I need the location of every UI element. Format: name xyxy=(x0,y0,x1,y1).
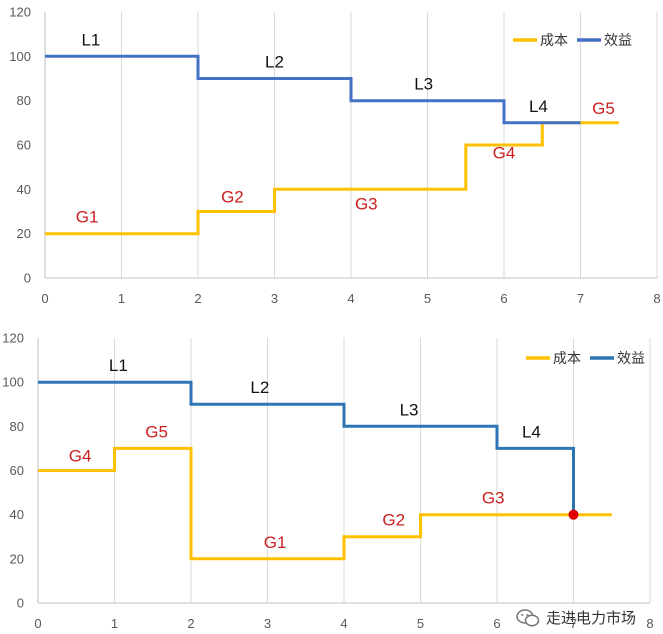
legend-label-cost: 成本 xyxy=(553,351,581,367)
y-tick-label: 20 xyxy=(17,226,31,241)
segment-label-l3: L3 xyxy=(414,75,433,94)
segment-label-g5: G5 xyxy=(592,99,615,118)
x-tick-label: 5 xyxy=(417,616,424,631)
y-tick-label: 40 xyxy=(10,507,24,522)
segment-label-l3: L3 xyxy=(400,400,419,419)
y-tick-label: 0 xyxy=(24,271,31,286)
segment-label-l4: L4 xyxy=(529,97,548,116)
segment-label-g5: G5 xyxy=(145,422,168,441)
x-tick-label: 3 xyxy=(271,291,278,306)
legend-label-benefit: 效益 xyxy=(617,351,645,367)
y-tick-label: 0 xyxy=(17,596,24,611)
legend: 成本 效益 xyxy=(526,351,645,367)
x-tick-label: 8 xyxy=(653,291,660,306)
y-tick-label: 20 xyxy=(10,551,24,566)
segment-label-g2: G2 xyxy=(382,511,405,530)
segment-label-g3: G3 xyxy=(482,489,505,508)
x-tick-label: 7 xyxy=(577,291,584,306)
watermark-text: 走进电力市场 xyxy=(546,609,637,627)
x-tick-label: 8 xyxy=(646,616,653,631)
legend-label-benefit: 效益 xyxy=(604,33,632,49)
x-tick-label: 6 xyxy=(500,291,507,306)
segment-label-g3: G3 xyxy=(355,194,378,213)
y-tick-label: 100 xyxy=(9,49,31,64)
series-line-cost xyxy=(38,446,612,561)
segment-label-g4: G4 xyxy=(69,447,92,466)
y-tick-label: 60 xyxy=(10,463,24,478)
x-tick-label: 0 xyxy=(41,291,48,306)
intersection-marker xyxy=(568,509,579,520)
segment-label-g1: G1 xyxy=(264,533,287,552)
x-tick-label: 1 xyxy=(111,616,118,631)
y-tick-label: 40 xyxy=(17,182,31,197)
chart-1: 0 20 40 60 80 100 120 0 1 2 3 4 5 6 7 8 L1 L2 L3 L4 G5 G4 G2 G3… xyxy=(9,5,660,307)
segment-label-l2: L2 xyxy=(265,52,284,71)
series-line-benefit xyxy=(38,380,575,515)
watermark: 走进电力市场 xyxy=(516,606,656,630)
x-tick-label: 1 xyxy=(118,291,125,306)
series-line-cost xyxy=(45,121,619,236)
segment-label-l1: L1 xyxy=(109,356,128,375)
x-tick-label: 7 xyxy=(570,616,577,631)
x-tick-label: 2 xyxy=(194,291,201,306)
segment-label-g4: G4 xyxy=(493,143,516,162)
segment-label-g1: G1 xyxy=(76,208,99,227)
y-tick-label: 60 xyxy=(17,138,31,153)
chart-2: 0 20 40 60 80 100 120 0 1 2 3 4 5 6 7 8 L1 L2 L3 L4 G4 G5 G1 G2… xyxy=(2,331,653,632)
segment-label-g2: G2 xyxy=(221,188,244,207)
y-tick-label: 80 xyxy=(10,419,24,434)
x-tick-label: 5 xyxy=(424,291,431,306)
x-tick-label: 4 xyxy=(340,616,347,631)
y-tick-label: 100 xyxy=(2,375,24,390)
legend: 成本 效益 xyxy=(513,33,632,49)
legend-label-cost: 成本 xyxy=(540,33,568,49)
wechat-icon xyxy=(516,609,540,627)
segment-label-l2: L2 xyxy=(250,378,269,397)
y-tick-label: 120 xyxy=(2,331,24,346)
x-tick-label: 2 xyxy=(187,616,194,631)
y-tick-label: 80 xyxy=(17,93,31,108)
x-tick-label: 3 xyxy=(264,616,271,631)
x-tick-label: 0 xyxy=(34,616,41,631)
series-line-benefit xyxy=(45,54,581,125)
segment-label-l1: L1 xyxy=(81,30,100,49)
x-tick-label: 6 xyxy=(493,616,500,631)
y-tick-label: 120 xyxy=(9,5,31,20)
x-tick-label: 4 xyxy=(347,291,354,306)
segment-label-l4: L4 xyxy=(522,422,541,441)
